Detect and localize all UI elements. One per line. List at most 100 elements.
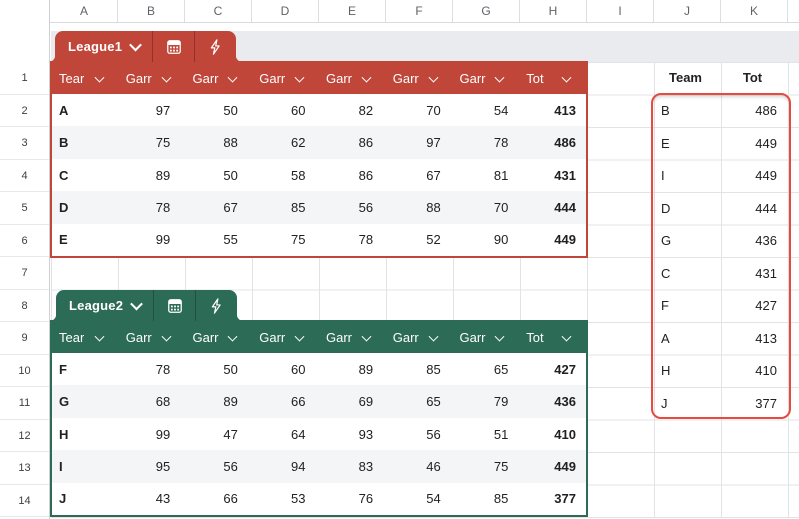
column-header-cell[interactable]: Tear [52, 63, 119, 94]
summary-team-cell[interactable]: H [661, 363, 671, 379]
summary-total-cell[interactable]: 431 [755, 265, 777, 281]
game-score-cell[interactable]: 75 [155, 135, 171, 151]
game-score-cell[interactable]: 58 [291, 167, 306, 183]
summary-team-cell[interactable]: F [661, 298, 669, 314]
game-score-cell[interactable]: 56 [426, 426, 441, 442]
table-name-button[interactable]: League2 [56, 290, 153, 321]
team-cell[interactable]: D [59, 199, 69, 215]
row-header-12[interactable]: 12 [0, 420, 49, 452]
summary-total-cell[interactable]: 427 [755, 298, 777, 314]
game-score-cell[interactable]: 86 [358, 167, 374, 183]
team-cell[interactable]: A [59, 102, 69, 118]
column-header-cell[interactable]: Garr [119, 63, 186, 94]
summary-team-cell[interactable]: C [661, 265, 671, 281]
chevron-down-icon[interactable] [561, 331, 572, 342]
column-header-cell[interactable]: Garr [186, 322, 253, 353]
game-score-cell[interactable]: 50 [223, 102, 238, 118]
team-cell[interactable]: B [59, 135, 69, 151]
column-header-cell[interactable]: Garr [186, 63, 253, 94]
row-header-1[interactable]: 1 [0, 62, 49, 95]
game-score-cell[interactable]: 94 [291, 458, 306, 474]
game-score-cell[interactable]: 85 [426, 361, 441, 377]
summary-team-cell[interactable]: E [661, 135, 670, 151]
row-header-14[interactable]: 14 [0, 485, 49, 517]
chevron-down-icon[interactable] [227, 331, 238, 342]
team-cell[interactable]: J [59, 491, 67, 507]
game-score-cell[interactable]: 75 [493, 458, 509, 474]
row-header-4[interactable]: 4 [0, 160, 49, 192]
league2-table-tab[interactable]: League2 [48, 290, 245, 321]
game-score-cell[interactable]: 86 [358, 135, 374, 151]
game-score-cell[interactable]: 78 [155, 199, 171, 215]
game-score-cell[interactable]: 50 [223, 167, 238, 183]
game-score-cell[interactable]: 89 [358, 361, 374, 377]
game-score-cell[interactable]: 99 [155, 232, 171, 248]
column-header-J[interactable]: J [654, 0, 721, 22]
column-header-D[interactable]: D [252, 0, 319, 22]
summary-total-header-cell[interactable]: Tot [742, 70, 763, 85]
game-score-cell[interactable]: 81 [493, 167, 509, 183]
total-cell[interactable]: 486 [554, 135, 576, 151]
chevron-down-icon[interactable] [94, 331, 105, 342]
total-cell[interactable]: 431 [554, 167, 576, 183]
league1-table-tab[interactable]: League1 [47, 31, 244, 62]
chevron-down-icon[interactable] [428, 331, 438, 342]
chevron-down-icon[interactable] [361, 72, 372, 83]
game-score-cell[interactable]: 89 [223, 394, 238, 410]
summary-team-cell[interactable]: D [661, 200, 671, 216]
chevron-down-icon[interactable] [161, 331, 171, 342]
row-header-8[interactable]: 8 [0, 290, 49, 322]
game-score-cell[interactable]: 65 [493, 361, 509, 377]
game-score-cell[interactable]: 85 [291, 199, 306, 215]
game-score-cell[interactable]: 64 [291, 426, 306, 442]
game-score-cell[interactable]: 95 [155, 458, 171, 474]
column-header-cell[interactable]: Garr [119, 322, 186, 353]
game-score-cell[interactable]: 79 [493, 394, 509, 410]
total-cell[interactable]: 444 [554, 199, 576, 215]
game-score-cell[interactable]: 60 [291, 102, 306, 118]
summary-total-cell[interactable]: 486 [755, 103, 777, 119]
total-cell[interactable]: 377 [554, 491, 576, 507]
game-score-cell[interactable]: 62 [291, 135, 306, 151]
game-score-cell[interactable]: 97 [426, 135, 441, 151]
column-header-cell[interactable]: Garr [386, 63, 453, 94]
column-header-cell[interactable]: Garr [386, 322, 453, 353]
chevron-down-icon[interactable] [161, 72, 171, 83]
summary-team-header-cell[interactable]: Team [669, 70, 702, 85]
game-score-cell[interactable]: 46 [426, 458, 441, 474]
total-cell[interactable]: 410 [554, 426, 576, 442]
game-score-cell[interactable]: 47 [223, 426, 238, 442]
total-cell[interactable]: 436 [554, 394, 576, 410]
game-score-cell[interactable]: 68 [155, 394, 171, 410]
game-score-cell[interactable]: 52 [426, 232, 441, 248]
game-score-cell[interactable]: 54 [426, 491, 441, 507]
game-score-cell[interactable]: 78 [155, 361, 171, 377]
chevron-down-icon[interactable] [494, 331, 505, 342]
game-score-cell[interactable]: 55 [223, 232, 238, 248]
team-cell[interactable]: I [59, 458, 63, 474]
column-header-A[interactable]: A [51, 0, 118, 22]
chevron-down-icon[interactable] [94, 72, 105, 83]
chevron-down-icon[interactable] [227, 72, 238, 83]
table-options-button[interactable] [154, 290, 195, 321]
league2-table[interactable]: Tear Garr Garr Garr Garr Garr Garr Tot F 78 50 60 89… [50, 320, 588, 517]
column-header-cell[interactable]: Garr [453, 63, 520, 94]
game-score-cell[interactable]: 93 [358, 426, 374, 442]
summary-total-cell[interactable]: 449 [755, 135, 777, 151]
total-cell[interactable]: 427 [554, 361, 576, 377]
chevron-down-icon[interactable] [294, 72, 305, 83]
team-cell[interactable]: H [59, 426, 69, 442]
quick-actions-button[interactable] [196, 290, 237, 321]
total-cell[interactable]: 449 [554, 458, 576, 474]
game-score-cell[interactable]: 89 [155, 167, 171, 183]
column-header-cell[interactable]: Tot [519, 63, 586, 94]
chevron-down-icon[interactable] [561, 72, 572, 83]
game-score-cell[interactable]: 83 [358, 458, 374, 474]
column-header-H[interactable]: H [520, 0, 587, 22]
game-score-cell[interactable]: 90 [493, 232, 509, 248]
game-score-cell[interactable]: 78 [358, 232, 374, 248]
row-header-13[interactable]: 13 [0, 452, 49, 485]
team-cell[interactable]: E [59, 232, 68, 248]
game-score-cell[interactable]: 50 [223, 361, 238, 377]
column-header-cell[interactable]: Garr [453, 322, 520, 353]
